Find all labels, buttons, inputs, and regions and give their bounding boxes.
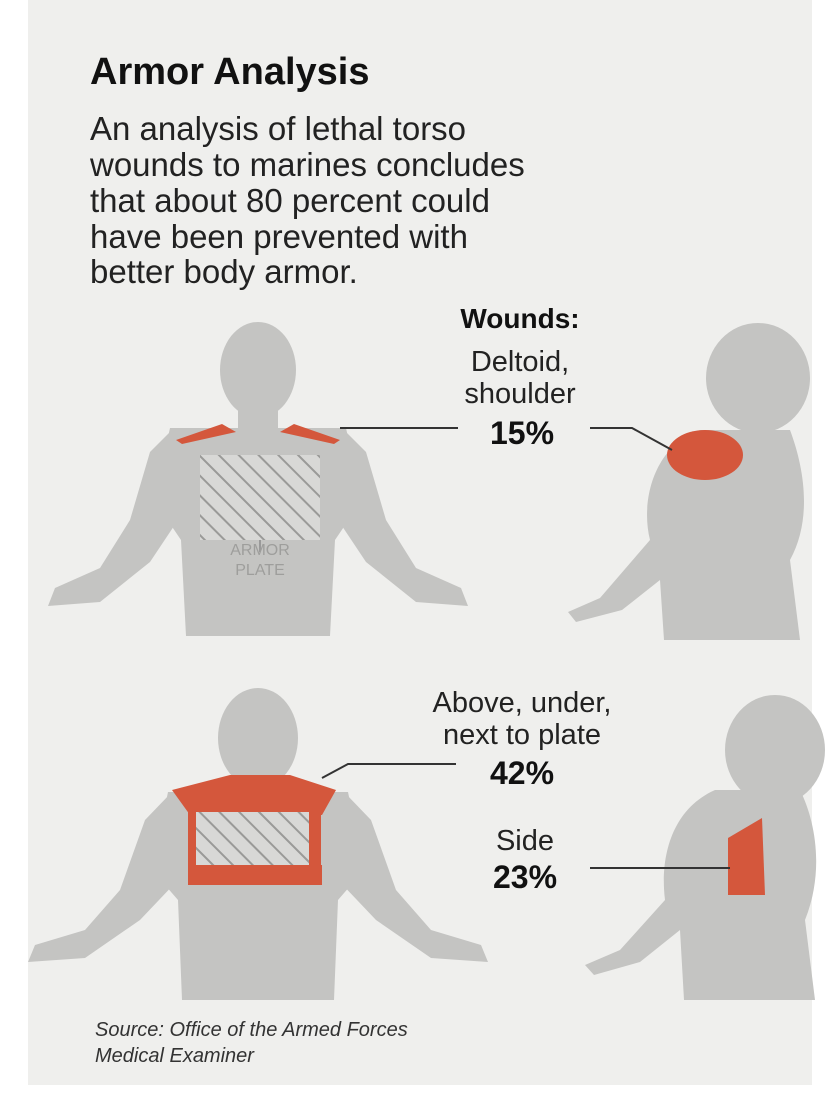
side-figure [585, 695, 825, 1000]
wounds-heading: Wounds: [460, 303, 579, 334]
wound-percent: 15% [490, 415, 554, 451]
description-line: wounds to marines concludes [89, 146, 525, 183]
leader-line [321, 763, 456, 779]
wound-label: shoulder [464, 378, 576, 410]
description-line: better body armor. [90, 253, 358, 290]
back-figure [28, 688, 488, 1000]
wound-percent: 23% [493, 859, 557, 895]
wound-label: Above, under, [433, 687, 612, 719]
side-figure [568, 323, 810, 640]
armor-label: ARMOR [230, 542, 290, 559]
armor-label: PLATE [235, 562, 285, 579]
title: Armor Analysis [90, 51, 369, 93]
wound-percent: 42% [490, 755, 554, 791]
leader-line [590, 427, 673, 451]
back-figure [48, 322, 468, 636]
wound-label: Deltoid, [471, 346, 569, 378]
wound-label: Side [496, 825, 554, 857]
description: An analysis of lethal torso wounds to ma… [89, 110, 525, 290]
wound-label: next to plate [443, 719, 601, 751]
source: Source: Office of the Armed Forces [95, 1019, 408, 1041]
description-line: An analysis of lethal torso [90, 110, 466, 147]
description-line: that about 80 percent could [90, 182, 490, 219]
description-line: have been prevented with [90, 218, 468, 255]
source: Medical Examiner [95, 1045, 255, 1067]
